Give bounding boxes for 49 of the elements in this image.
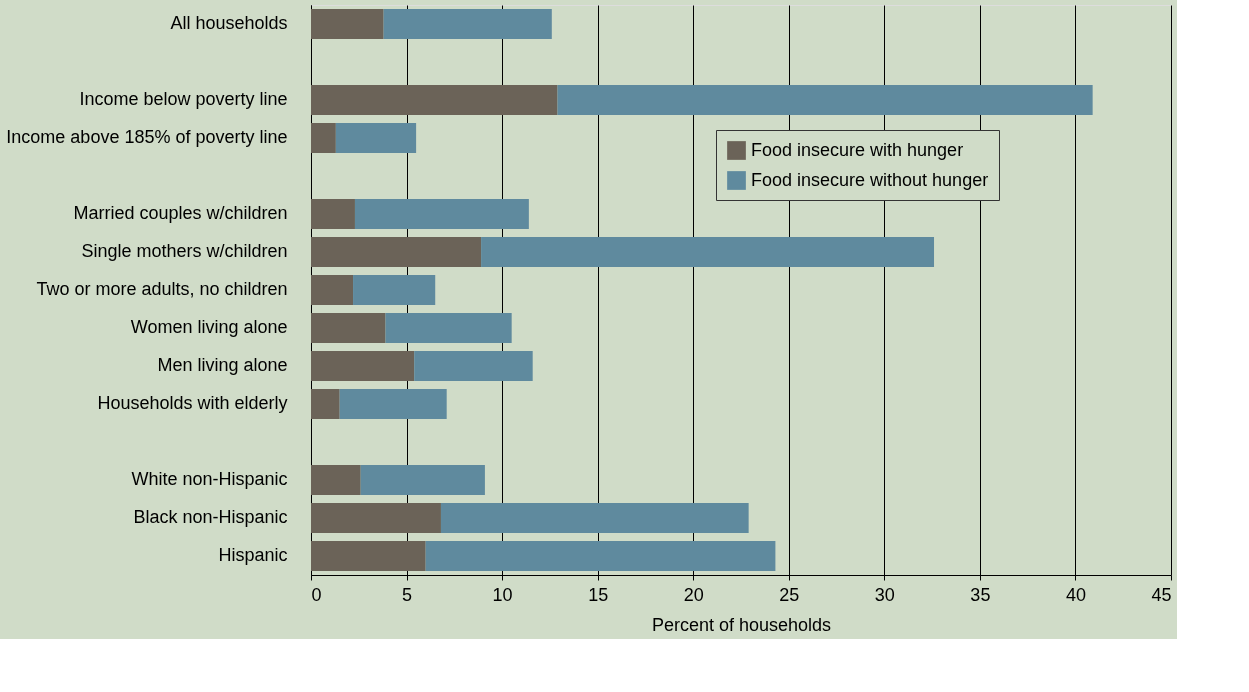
x-tick-label: 10: [492, 584, 513, 605]
bar: [311, 503, 441, 533]
bar: [339, 389, 447, 419]
y-tick-label: Single mothers w/children: [81, 241, 288, 261]
legend-label: Food insecure without hunger: [751, 169, 989, 190]
y-tick-label: Two or more adults, no children: [36, 279, 288, 299]
bar: [311, 465, 361, 495]
x-tick-label: 0: [311, 584, 322, 605]
bar: [311, 123, 336, 153]
y-tick-label: Hispanic: [218, 545, 288, 565]
bar: [311, 237, 482, 267]
bar: [425, 541, 776, 571]
bar: [360, 465, 485, 495]
x-tick-label: 35: [970, 584, 991, 605]
x-tick-label: 5: [402, 584, 413, 605]
bar: [481, 237, 935, 267]
bar: [385, 313, 512, 343]
x-tick-label: 25: [779, 584, 800, 605]
bar: [311, 313, 386, 343]
y-tick-label: White non-Hispanic: [131, 469, 288, 489]
bar: [311, 541, 426, 571]
legend-label: Food insecure with hunger: [751, 139, 964, 160]
y-tick-label: Men living alone: [157, 355, 288, 375]
bar: [311, 389, 340, 419]
bar: [353, 275, 436, 305]
bar: [557, 85, 1093, 115]
x-tick-label: 40: [1065, 584, 1086, 605]
bar: [383, 9, 552, 39]
y-tick-label: Income above 185% of poverty line: [6, 127, 288, 147]
bar: [311, 85, 558, 115]
y-tick-label: Households with elderly: [97, 393, 288, 413]
y-tick-label: Women living alone: [130, 317, 288, 337]
bar: [311, 9, 384, 39]
bar: [440, 503, 749, 533]
bar: [311, 275, 354, 305]
bar: [354, 199, 529, 229]
bar: [311, 351, 415, 381]
y-tick-label: Black non-Hispanic: [133, 507, 288, 527]
x-tick-label: 15: [588, 584, 609, 605]
y-tick-label: Income below poverty line: [79, 89, 288, 109]
bar: [311, 199, 355, 229]
bar: [335, 123, 417, 153]
x-axis-title: Percent of households: [651, 614, 832, 635]
bar: [414, 351, 533, 381]
x-tick-label: 45: [1151, 584, 1172, 605]
x-tick-label: 30: [874, 584, 895, 605]
y-tick-label: All households: [170, 13, 288, 33]
y-tick-label: Married couples w/children: [73, 203, 288, 223]
x-tick-label: 20: [683, 584, 704, 605]
